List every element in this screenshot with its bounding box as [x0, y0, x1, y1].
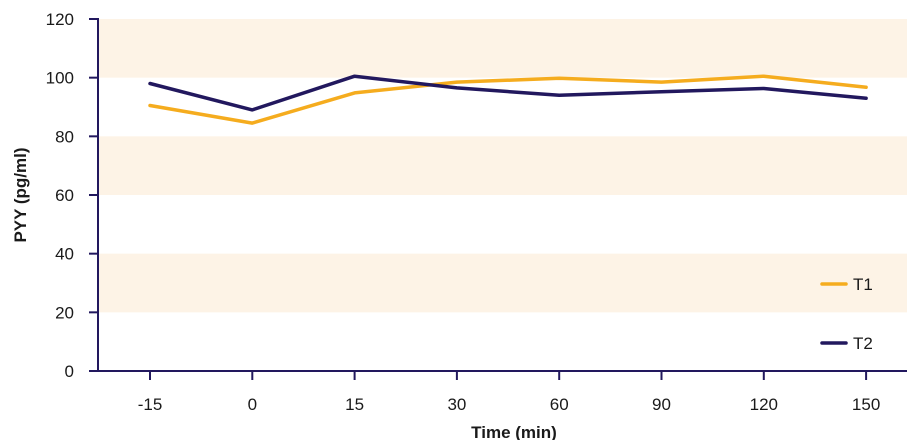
- y-axis-title: PYY (pg/ml): [11, 147, 30, 242]
- x-axis-title: Time (min): [471, 423, 557, 440]
- data-point-t1: [660, 80, 663, 84]
- x-tick-label: 15: [345, 395, 364, 414]
- band-60-80: [98, 136, 907, 195]
- background-bands: [98, 19, 907, 313]
- y-tick-label: 60: [55, 186, 74, 205]
- legend-label-t1: T1: [853, 275, 873, 294]
- x-tick-label: 150: [852, 395, 880, 414]
- band-100-120: [98, 19, 907, 78]
- series-line-t1: [148, 74, 868, 125]
- y-tick-label: 100: [46, 69, 74, 88]
- data-point-t1: [353, 91, 356, 95]
- y-tick-labels: 0 20 40 60 80 100 120: [46, 10, 74, 381]
- data-point-t2: [455, 86, 459, 90]
- data-point-t1: [558, 77, 561, 80]
- x-tick-labels: -15 0 15 30 60 90 120 150: [138, 395, 881, 414]
- data-point-t1: [762, 75, 765, 78]
- legend: T1 T2: [820, 275, 873, 353]
- y-tick-label: 120: [46, 10, 74, 29]
- x-tick-label: 90: [652, 395, 671, 414]
- x-tick-label: -15: [138, 395, 163, 414]
- x-tick-label: 60: [550, 395, 569, 414]
- band-20-40: [98, 253, 907, 313]
- data-point-t2: [353, 75, 356, 78]
- series-layer: [148, 74, 868, 125]
- data-point-t2: [762, 87, 765, 90]
- data-point-t1: [864, 86, 868, 89]
- axes: [89, 18, 907, 380]
- y-tick-label: 0: [65, 362, 74, 381]
- data-point-t1: [148, 104, 152, 107]
- data-point-t2: [251, 108, 254, 112]
- y-tick-label: 20: [55, 303, 74, 322]
- data-point-t1: [455, 80, 459, 84]
- series-line-t2: [148, 74, 868, 112]
- x-tick-label: 120: [750, 395, 778, 414]
- data-point-t2: [660, 90, 663, 93]
- legend-label-t2: T2: [853, 334, 873, 353]
- data-point-t2: [864, 97, 868, 100]
- x-tick-label: 0: [248, 395, 257, 414]
- x-tick-label: 30: [447, 395, 466, 414]
- data-point-t2: [558, 94, 561, 97]
- y-tick-label: 40: [55, 245, 74, 264]
- data-point-t2: [148, 82, 152, 85]
- y-tick-label: 80: [55, 127, 74, 146]
- data-point-t1: [251, 121, 254, 125]
